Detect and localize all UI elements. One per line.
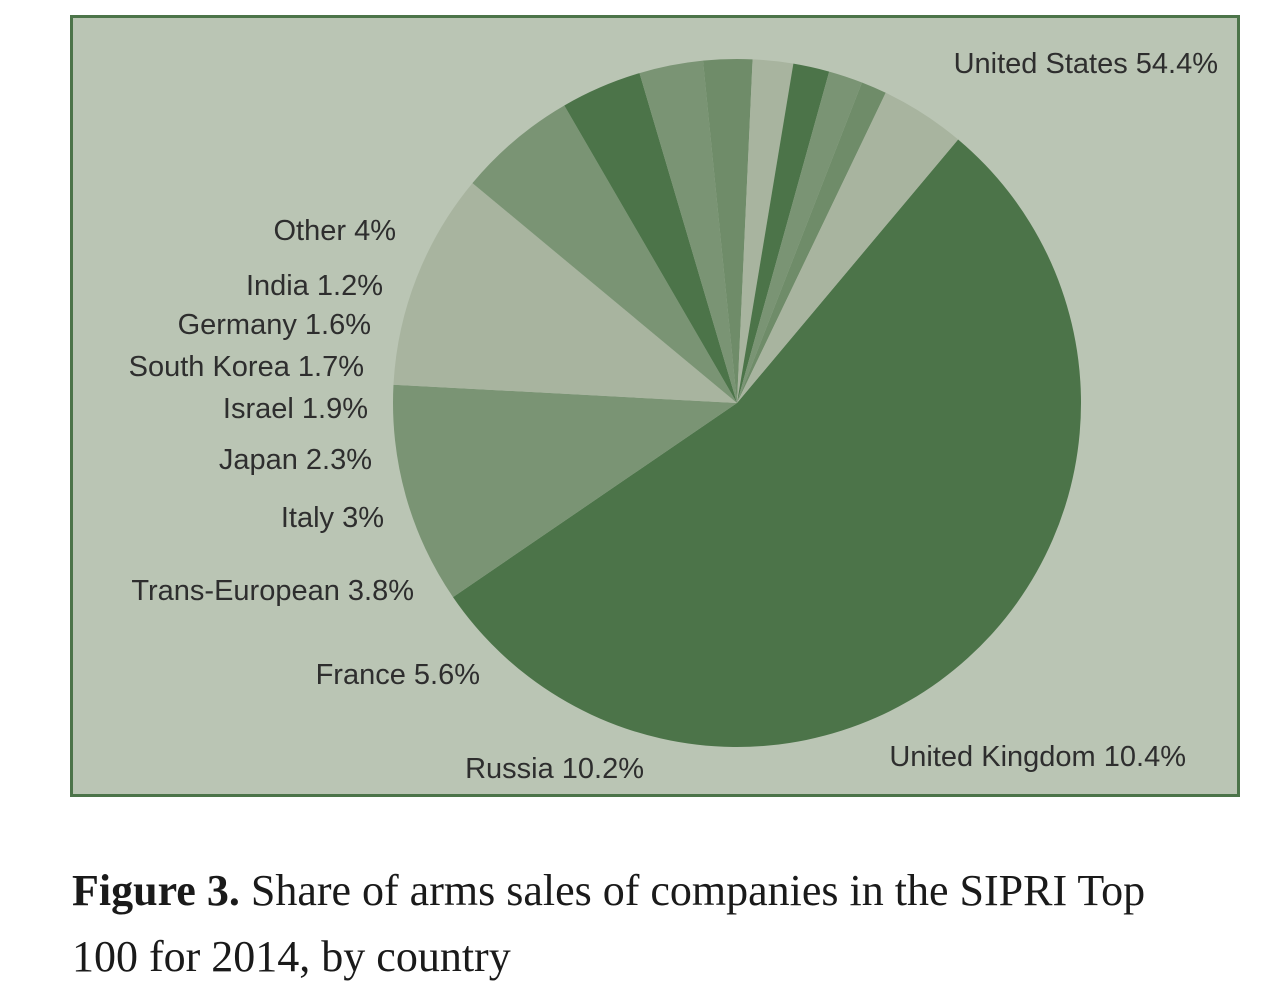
slice-label: Germany 1.6%: [178, 309, 371, 341]
slice-label: Trans-European 3.8%: [131, 575, 414, 607]
pie-slice: [392, 384, 737, 598]
pie-chart: United States 54.4% United Kingdom 10.4% R…: [129, 48, 1218, 785]
pie-slice: [737, 71, 862, 403]
figure-label: Figure 3.: [72, 866, 240, 915]
pie-slice: [453, 139, 1081, 747]
pie-slice: [702, 58, 753, 403]
slice-label: Italy 3%: [281, 502, 384, 534]
slice-label: France 5.6%: [316, 659, 480, 691]
slice-label: India 1.2%: [246, 270, 383, 302]
pie-slice: [737, 82, 886, 403]
caption-text: Share of arms sales of companies in the …: [72, 866, 1146, 981]
pie-slice: [639, 60, 737, 403]
slice-label: United Kingdom 10.4%: [889, 741, 1186, 773]
pie-slice: [393, 183, 737, 403]
slice-label: United States 54.4%: [954, 48, 1218, 80]
pie-slice: [472, 105, 737, 403]
slice-label: Israel 1.9%: [223, 393, 368, 425]
figure-caption: Figure 3. Share of arms sales of compani…: [72, 858, 1222, 990]
chart-frame: United States 54.4% United Kingdom 10.4% R…: [70, 15, 1240, 797]
slice-label: Japan 2.3%: [219, 444, 372, 476]
pie-slice: [737, 63, 830, 403]
pie-slice: [564, 73, 737, 404]
pie-slice: [737, 59, 794, 403]
slice-label: Russia 10.2%: [465, 753, 644, 785]
slice-label: South Korea 1.7%: [129, 351, 364, 383]
pie-slice: [737, 92, 959, 403]
slice-label: Other 4%: [274, 215, 397, 247]
